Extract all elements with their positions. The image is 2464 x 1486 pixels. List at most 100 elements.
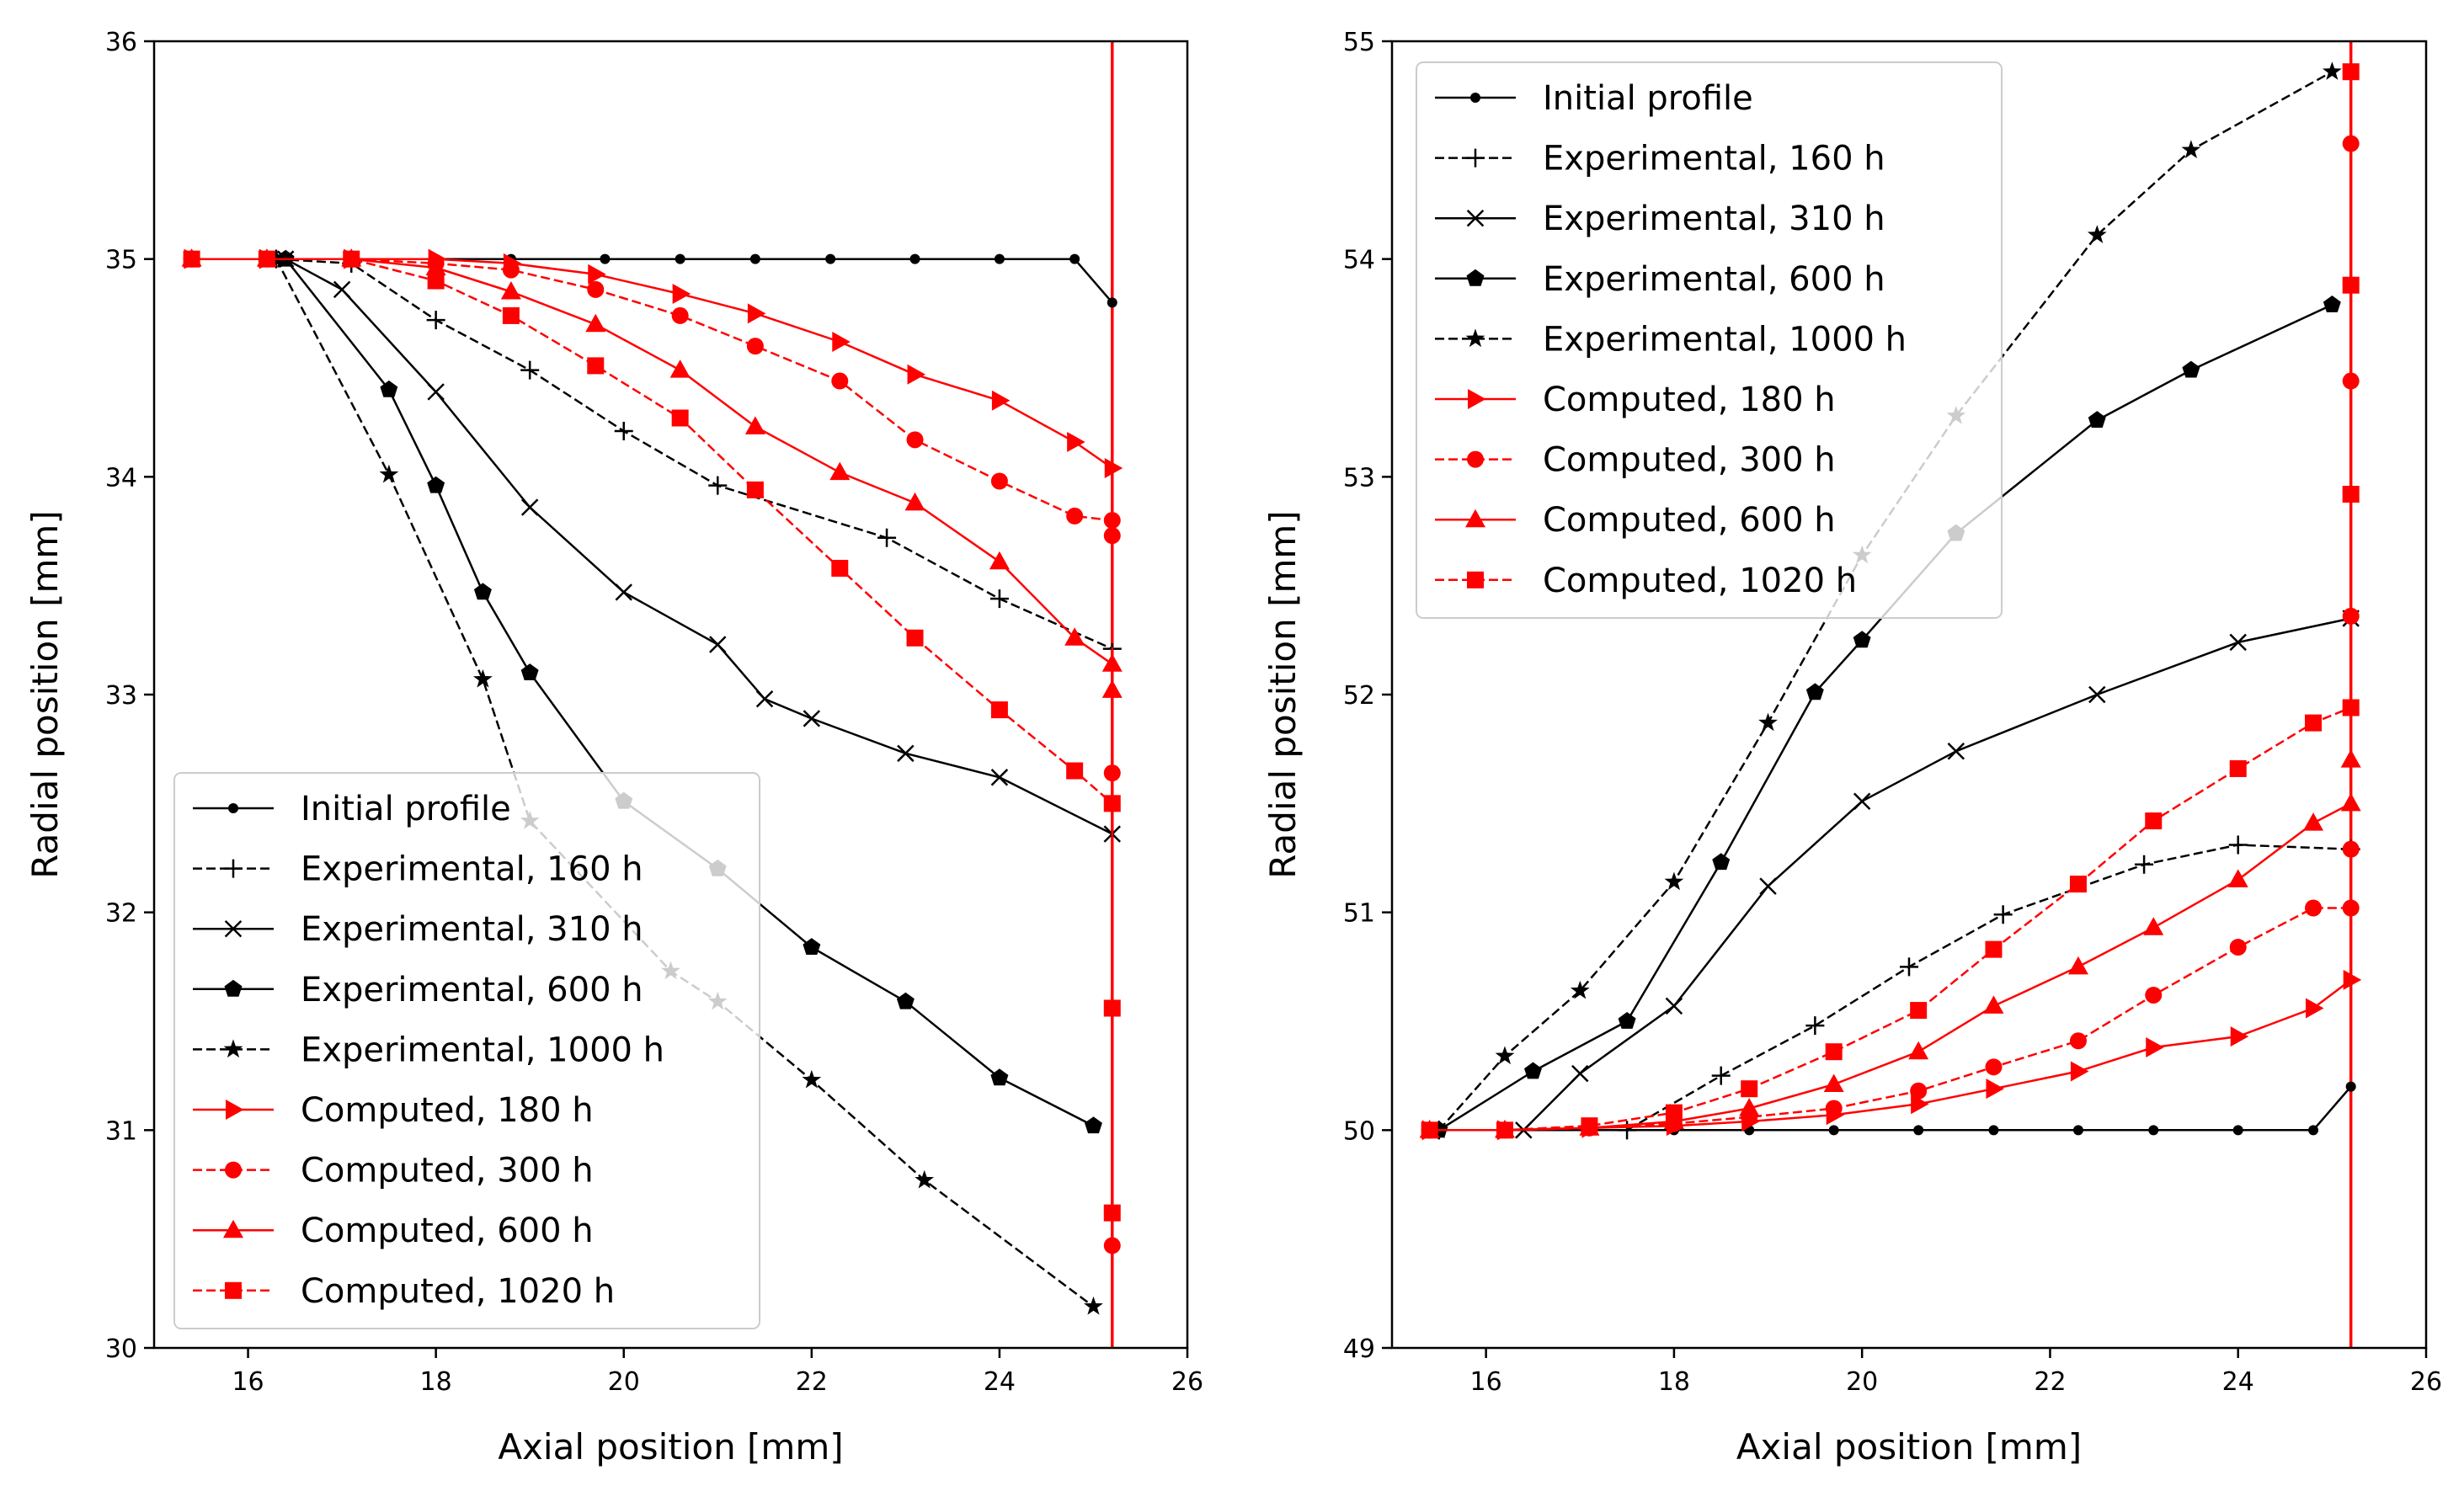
data-point xyxy=(587,280,605,298)
data-point xyxy=(1739,1097,1760,1116)
data-point xyxy=(990,701,1008,719)
legend-label: Experimental, 160 h xyxy=(1543,140,1885,178)
legend: Initial profile Experimental, 160 h Experi… xyxy=(173,772,760,1329)
y-tick-label: 36 xyxy=(105,28,137,57)
data-point xyxy=(427,383,445,401)
data-point xyxy=(1900,957,1918,977)
data-point xyxy=(2343,969,2362,990)
data-point xyxy=(829,461,851,481)
data-point xyxy=(1103,1204,1121,1222)
data-point xyxy=(258,250,275,268)
legend-entry-computed-1020-h: Computed, 1020 h xyxy=(1435,562,1857,600)
x-tick-label: 18 xyxy=(420,1367,452,1397)
data-point xyxy=(1910,1082,1928,1100)
data-point xyxy=(802,1069,822,1089)
data-point xyxy=(2087,225,2107,243)
data-point xyxy=(2342,840,2360,858)
data-point xyxy=(1101,653,1123,672)
data-point xyxy=(1103,999,1121,1017)
data-point xyxy=(1913,1125,1924,1136)
data-point xyxy=(744,416,765,434)
series-line xyxy=(1438,303,2333,1132)
data-point xyxy=(1067,431,1085,452)
legend-marker xyxy=(226,1100,244,1120)
legend-entry-experimental-600-h: Experimental, 600 h xyxy=(193,971,643,1009)
data-point xyxy=(2340,749,2361,768)
data-point xyxy=(1825,1100,1843,1117)
data-point xyxy=(1618,1012,1636,1029)
series-line xyxy=(191,258,1113,470)
data-point xyxy=(2342,899,2360,917)
data-point xyxy=(427,272,445,290)
data-point xyxy=(1085,1116,1102,1134)
x-tick-label: 26 xyxy=(1171,1367,1203,1397)
data-point xyxy=(520,498,539,516)
data-point xyxy=(1908,1041,1929,1060)
data-point xyxy=(2148,1125,2159,1136)
data-point xyxy=(896,992,915,1009)
data-point xyxy=(2345,1081,2356,1092)
data-point xyxy=(671,306,689,324)
data-point xyxy=(2323,61,2342,80)
data-point xyxy=(502,306,520,324)
y-tick-label: 55 xyxy=(1343,28,1375,57)
legend-entry-computed-600-h: Computed, 600 h xyxy=(193,1212,594,1250)
y-tick-label: 35 xyxy=(105,246,137,275)
data-point xyxy=(1421,1121,1438,1139)
left-panel: 16 18 20 22 24 26 30 31 32 33 34 35 36 Axial position… xyxy=(24,28,1203,1467)
data-point xyxy=(1103,764,1121,782)
data-point xyxy=(1828,1125,1839,1136)
data-point xyxy=(1495,1046,1515,1065)
legend-marker xyxy=(225,1161,242,1179)
data-point xyxy=(1853,631,1871,648)
legend-marker xyxy=(1466,209,1485,227)
legend-label: Experimental, 310 h xyxy=(301,910,643,949)
legend-box xyxy=(1416,61,2003,619)
series-line xyxy=(285,258,1113,835)
data-point xyxy=(1103,1237,1121,1254)
data-point xyxy=(906,629,924,647)
legend-box xyxy=(173,772,760,1329)
legend-entry-computed-180-h: Computed, 180 h xyxy=(193,1091,594,1130)
series-experimental-160-h xyxy=(267,249,1122,658)
data-point xyxy=(1496,1121,1513,1139)
data-point xyxy=(2305,899,2323,917)
series-line xyxy=(1438,844,2351,1132)
legend-label: Computed, 600 h xyxy=(1543,501,1836,540)
data-point xyxy=(803,710,821,727)
legend-entry-initial-profile: Initial profile xyxy=(1435,79,1753,118)
data-point xyxy=(755,690,774,708)
y-tick-label: 53 xyxy=(1343,463,1375,493)
data-point xyxy=(2227,869,2248,887)
legend-entry-initial-profile: Initial profile xyxy=(193,790,511,828)
legend-entry-experimental-310-h: Experimental, 310 h xyxy=(193,910,643,949)
x-tick-label: 18 xyxy=(1658,1367,1690,1397)
x-axis-label: Axial position [mm] xyxy=(498,1426,843,1467)
data-point xyxy=(1571,1064,1589,1083)
data-point xyxy=(1993,905,2013,924)
data-point xyxy=(2323,296,2341,312)
data-point xyxy=(672,284,691,305)
data-point xyxy=(1066,507,1084,525)
data-point xyxy=(615,583,632,601)
data-point xyxy=(669,360,691,378)
data-point xyxy=(380,380,398,397)
data-point xyxy=(906,431,924,449)
legend-label: Experimental, 600 h xyxy=(301,971,643,1009)
legend-label: Computed, 1020 h xyxy=(301,1272,615,1311)
data-point xyxy=(2067,956,2088,975)
plot-area xyxy=(1419,61,2362,1141)
legend-label: Initial profile xyxy=(1543,79,1753,118)
data-point xyxy=(1665,1104,1683,1121)
legend-entry-experimental-160-h: Experimental, 160 h xyxy=(193,850,643,889)
data-point xyxy=(994,253,1005,264)
data-point xyxy=(749,253,760,264)
data-point xyxy=(1103,795,1121,812)
x-tick-label: 20 xyxy=(608,1367,640,1397)
legend-entry-experimental-310-h: Experimental, 310 h xyxy=(1435,200,1885,238)
y-tick-label: 32 xyxy=(105,899,137,929)
data-point xyxy=(877,528,897,547)
data-point xyxy=(1758,712,1778,732)
data-point xyxy=(2229,759,2247,777)
